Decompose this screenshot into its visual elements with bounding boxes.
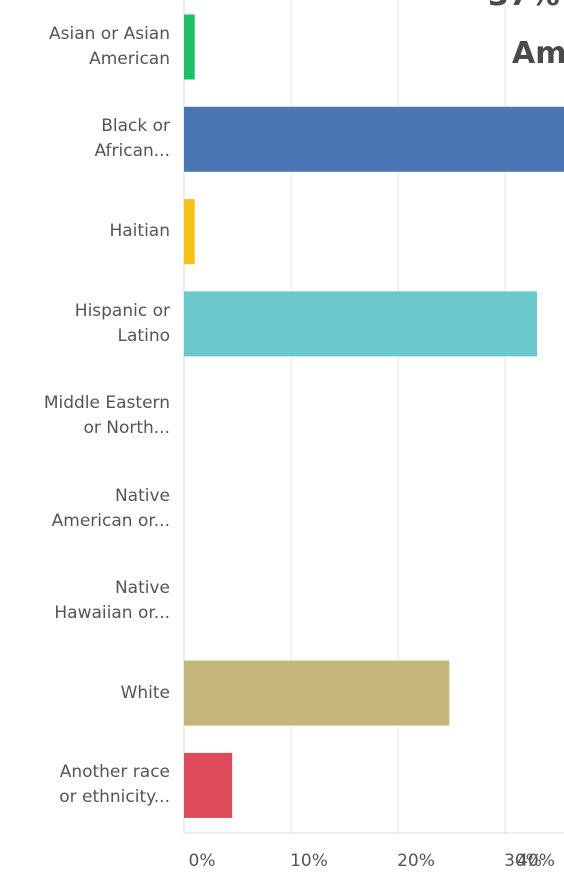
category-label-0-line-0: Asian or Asian	[48, 24, 170, 44]
category-label-1-line-1: African...	[94, 141, 170, 162]
category-label-8-line-1: or ethnicity...	[59, 787, 170, 808]
bar-1[interactable]	[184, 106, 564, 172]
x-tick-label-3: 30%	[504, 851, 542, 871]
category-label-8: Another race or ethnicity...	[0, 760, 170, 810]
bar-3[interactable]	[184, 291, 538, 357]
category-label-3-line-1: Latino	[117, 325, 170, 346]
category-label-7: White	[0, 681, 170, 706]
bar-8[interactable]	[184, 752, 233, 818]
category-label-2-line-0: Haitian	[109, 221, 170, 242]
category-label-7-line-0: White	[120, 682, 170, 703]
category-label-3-line-0: Hispanic or	[74, 300, 170, 321]
overlay-headline-line2: Am	[512, 36, 564, 71]
category-label-1: Black or African...	[0, 114, 170, 164]
category-label-6: Native Hawaiian or...	[0, 576, 170, 626]
category-label-5-line-1: American or...	[51, 510, 170, 531]
category-label-4: Middle Eastern or North...	[0, 391, 170, 441]
x-tick-label-4: 40%	[517, 851, 555, 871]
x-tick-label-2: 20%	[397, 851, 435, 871]
x-tick-label-1: 10%	[290, 851, 328, 871]
category-label-3: Hispanic or Latino	[0, 299, 170, 349]
category-label-0: Asian or Asian American	[0, 22, 170, 72]
category-label-0-line-1: American	[89, 49, 170, 69]
category-label-6-line-1: Hawaiian or...	[54, 602, 170, 623]
overlay-headline-line1: 37%	[488, 0, 560, 13]
category-label-4-line-1: or North...	[83, 418, 170, 439]
bar-0[interactable]	[184, 14, 195, 80]
category-label-4-line-0: Middle Eastern	[43, 393, 170, 414]
bar-2[interactable]	[184, 199, 195, 265]
category-label-5-line-0: Native	[114, 485, 170, 506]
x-tick-label-0: 0%	[188, 851, 216, 871]
category-label-2: Haitian	[0, 219, 170, 244]
bar-7[interactable]	[184, 660, 450, 726]
category-label-6-line-0: Native	[114, 577, 170, 598]
category-label-5: Native American or...	[0, 484, 170, 534]
category-label-8-line-0: Another race	[59, 762, 170, 783]
category-label-1-line-0: Black or	[101, 116, 170, 137]
